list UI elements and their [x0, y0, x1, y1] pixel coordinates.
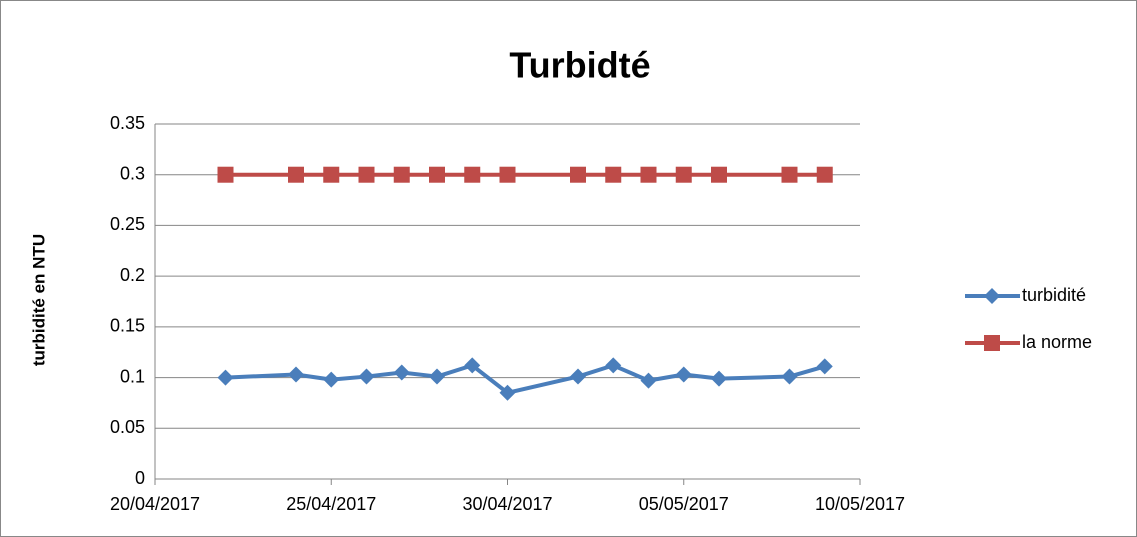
y-tick-label: 0.25 — [110, 214, 145, 234]
marker — [429, 166, 445, 183]
x-tick-label: 30/04/2017 — [462, 494, 552, 514]
y-tick-label: 0.15 — [110, 316, 145, 336]
marker — [781, 368, 798, 385]
marker — [499, 384, 516, 401]
marker — [816, 358, 833, 375]
marker — [288, 166, 304, 183]
marker — [640, 372, 657, 389]
marker — [816, 166, 833, 183]
chart-title: Turbidté — [509, 45, 650, 86]
marker — [393, 166, 410, 183]
marker — [781, 166, 798, 183]
y-tick-label: 0.3 — [120, 163, 145, 183]
marker — [605, 166, 622, 183]
marker — [323, 166, 340, 183]
marker — [464, 357, 481, 374]
x-tick-label: 25/04/2017 — [286, 494, 376, 514]
marker — [675, 166, 692, 183]
marker — [217, 166, 234, 183]
legend-label: turbidité — [1022, 285, 1086, 305]
marker — [323, 371, 340, 388]
legend-label: la norme — [1022, 332, 1092, 352]
y-tick-label: 0.35 — [110, 113, 145, 133]
marker — [984, 288, 1000, 304]
marker — [288, 366, 304, 383]
y-axis-label: turbidité en NTU — [29, 234, 48, 366]
marker — [605, 357, 622, 374]
marker — [464, 166, 481, 183]
marker — [640, 166, 657, 183]
marker — [984, 335, 1000, 351]
y-tick-label: 0.1 — [120, 366, 145, 386]
marker — [429, 368, 445, 385]
x-tick-label: 20/04/2017 — [110, 494, 200, 514]
y-tick-label: 0.05 — [110, 417, 145, 437]
y-tick-label: 0.2 — [120, 265, 145, 285]
marker — [711, 370, 727, 387]
marker — [711, 166, 727, 183]
y-tick-label: 0 — [135, 468, 145, 488]
marker — [499, 166, 516, 183]
marker — [570, 368, 586, 385]
marker — [358, 368, 375, 385]
marker — [393, 364, 410, 381]
marker — [570, 166, 586, 183]
marker — [675, 366, 692, 383]
x-tick-label: 05/05/2017 — [639, 494, 729, 514]
marker — [217, 369, 234, 386]
x-tick-label: 10/05/2017 — [815, 494, 905, 514]
marker — [358, 166, 375, 183]
